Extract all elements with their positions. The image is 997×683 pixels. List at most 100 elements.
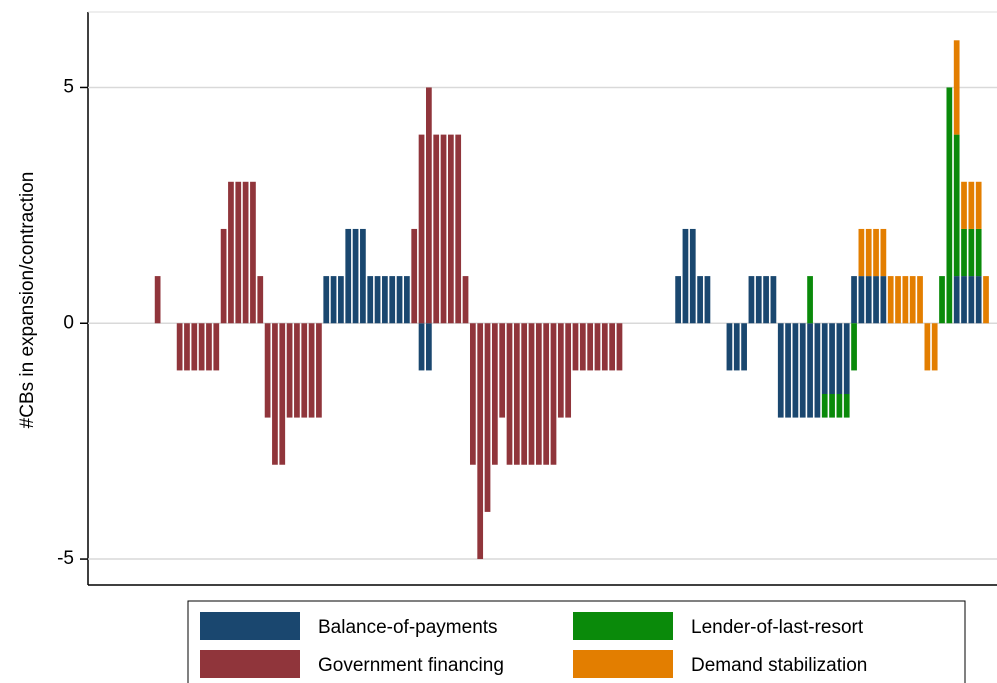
bar — [873, 276, 879, 324]
bar — [799, 323, 806, 418]
bar — [543, 323, 550, 465]
bar — [382, 276, 388, 324]
bar — [953, 40, 960, 135]
bar — [411, 228, 418, 324]
bar — [689, 228, 696, 324]
bar — [565, 323, 572, 418]
bar — [807, 276, 813, 324]
bar — [257, 276, 264, 324]
bar — [902, 276, 909, 324]
bar — [154, 276, 161, 324]
bar — [440, 134, 447, 324]
bar — [301, 323, 308, 418]
bar — [206, 323, 212, 371]
bar — [733, 323, 740, 371]
legend-label: Balance-of-payments — [318, 617, 498, 638]
bar — [975, 228, 982, 277]
bar — [323, 276, 330, 324]
bar — [887, 276, 894, 324]
bar — [616, 323, 623, 371]
bar — [748, 276, 755, 324]
bar — [865, 276, 872, 324]
bar — [535, 323, 542, 465]
bar — [455, 134, 462, 324]
legend-label: Demand stabilization — [691, 655, 867, 676]
bar — [946, 87, 953, 324]
legend-swatch — [573, 612, 673, 640]
bar — [594, 323, 601, 371]
bar — [880, 228, 887, 277]
bar — [609, 323, 616, 371]
bar — [579, 323, 586, 371]
bar — [184, 323, 190, 371]
bar — [462, 276, 469, 324]
bar — [917, 276, 923, 324]
bar — [975, 276, 982, 324]
bar — [909, 276, 916, 324]
bar — [851, 323, 857, 371]
bar — [528, 323, 535, 465]
bar — [983, 276, 989, 324]
bar — [741, 323, 747, 371]
bar — [829, 394, 835, 418]
bar — [484, 323, 491, 512]
bar — [426, 323, 432, 371]
bar — [931, 323, 938, 371]
bar — [345, 228, 352, 324]
bar — [961, 228, 967, 277]
bar — [953, 134, 960, 277]
bar — [697, 276, 703, 324]
bar — [279, 323, 286, 465]
bar — [851, 276, 857, 324]
bar — [198, 323, 205, 371]
bar — [792, 323, 799, 418]
legend-label: Lender-of-last-resort — [691, 617, 864, 638]
bar — [865, 228, 872, 277]
bar — [404, 276, 410, 324]
bar — [316, 323, 322, 418]
bar — [770, 276, 777, 324]
y-tick-label: 5 — [63, 76, 74, 97]
bar — [829, 323, 835, 394]
bar — [968, 228, 975, 277]
bar — [448, 134, 454, 324]
bar — [821, 394, 828, 418]
legend-swatch — [200, 612, 300, 640]
bar — [272, 323, 278, 465]
bar — [939, 276, 945, 324]
bar — [880, 276, 887, 324]
bar — [873, 228, 879, 277]
bar — [286, 323, 293, 418]
bar — [513, 323, 520, 465]
bar — [418, 323, 425, 371]
bar — [389, 276, 396, 324]
bar — [587, 323, 594, 371]
bar — [961, 276, 967, 324]
bar — [858, 276, 865, 324]
bar — [418, 134, 425, 324]
bar — [557, 323, 564, 418]
bar — [235, 181, 242, 324]
bar — [242, 181, 249, 324]
bar — [675, 276, 681, 324]
bar — [755, 276, 762, 324]
bar — [426, 87, 432, 324]
bar — [176, 323, 183, 371]
bar — [330, 276, 337, 324]
y-tick-label: 0 — [63, 312, 74, 333]
bar — [968, 276, 975, 324]
bar — [264, 323, 271, 418]
bar — [821, 323, 828, 394]
bar — [250, 181, 256, 324]
bar — [682, 228, 689, 324]
bar — [843, 323, 850, 394]
bar — [499, 323, 506, 418]
bar — [521, 323, 528, 465]
bar — [785, 323, 791, 418]
bar — [924, 323, 931, 371]
y-axis-label: #CBs in expansion/contraction — [17, 172, 38, 429]
bar — [308, 323, 315, 418]
bar — [953, 276, 960, 324]
bar — [191, 323, 198, 371]
